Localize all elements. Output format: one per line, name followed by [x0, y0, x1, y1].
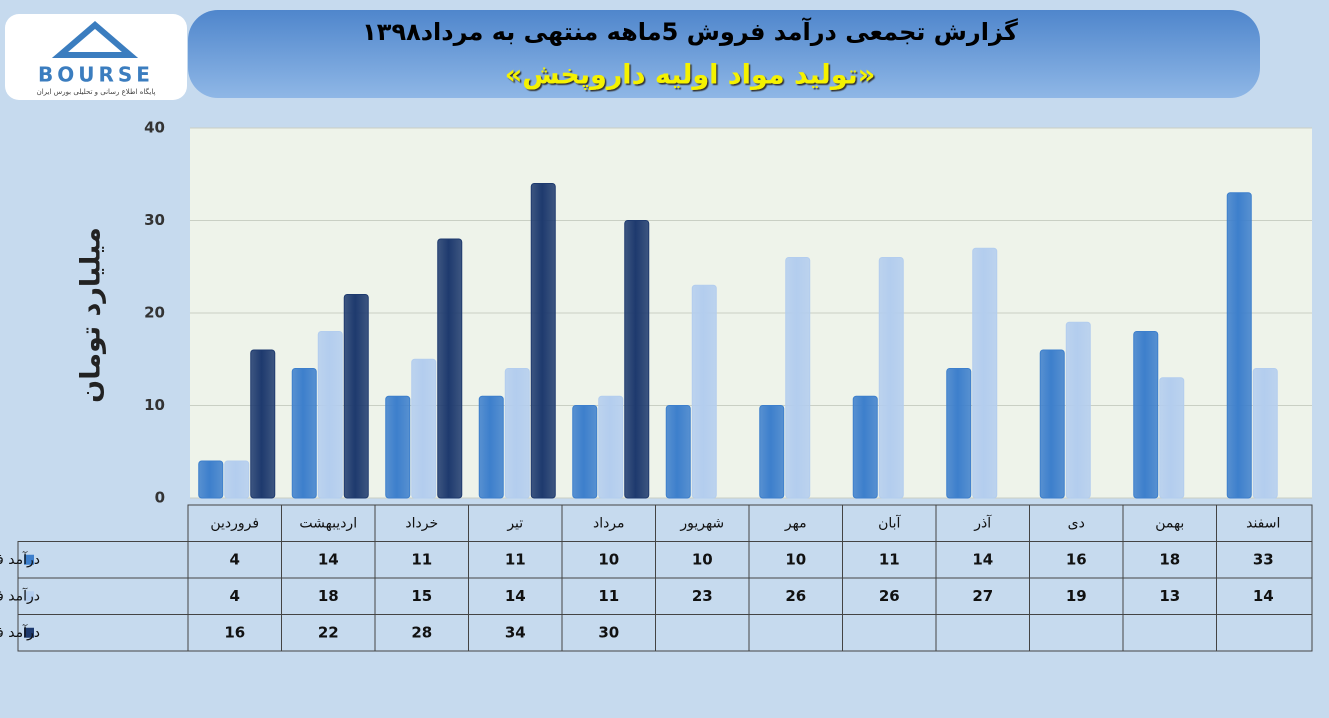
logo-tagline: پایگاه اطلاع رسانی و تحلیلی بورس ایران	[37, 87, 156, 96]
bar	[691, 284, 717, 499]
bar	[343, 294, 369, 499]
table-value: 14	[505, 587, 526, 605]
bar	[598, 395, 624, 499]
table-value: 34	[505, 623, 526, 641]
title-box	[188, 10, 1260, 98]
y-tick-label: 20	[144, 304, 165, 322]
table-value: 11	[879, 550, 900, 568]
table-value: 16	[1066, 550, 1087, 568]
table-value: 27	[972, 587, 993, 605]
bar	[624, 220, 650, 499]
table-value: 14	[318, 550, 339, 568]
bar	[759, 405, 785, 499]
bar	[665, 405, 691, 499]
bar	[572, 405, 598, 499]
bar	[1252, 368, 1278, 499]
legend-swatch	[24, 591, 34, 602]
x-tick-label: تیر	[506, 515, 523, 531]
bar	[385, 395, 411, 499]
x-tick-label: مهر	[784, 515, 807, 531]
table-value: 11	[598, 587, 619, 605]
logo-icon	[51, 21, 139, 58]
y-tick-label: 10	[144, 396, 165, 414]
table-value: 14	[1253, 587, 1274, 605]
x-tick-label: بهمن	[1155, 515, 1184, 531]
table-value: 11	[505, 550, 526, 568]
table-value: 30	[598, 623, 619, 641]
x-tick-label: شهریور	[679, 515, 724, 531]
bar	[946, 368, 972, 499]
table-value: 10	[598, 550, 619, 568]
table-value: 14	[972, 550, 993, 568]
table-value: 13	[1159, 587, 1180, 605]
table-value: 26	[879, 587, 900, 605]
bar	[504, 368, 530, 499]
x-tick-label: دی	[1068, 515, 1085, 531]
table-value: 10	[785, 550, 806, 568]
bar	[317, 331, 343, 499]
bar	[478, 395, 504, 499]
table-value: 18	[318, 587, 339, 605]
table-value: 26	[785, 587, 806, 605]
y-tick-label: 0	[155, 489, 165, 507]
x-tick-label: مرداد	[593, 515, 625, 531]
y-tick-label: 40	[144, 119, 165, 137]
bar	[1226, 192, 1252, 499]
x-tick-label: اسفند	[1246, 515, 1280, 531]
x-tick-label: اردیبهشت	[299, 515, 357, 531]
table-value: 10	[692, 550, 713, 568]
x-tick-label: فروردین	[210, 515, 259, 531]
bar	[530, 183, 556, 499]
legend-label: درآمد فروش سال۹۸	[0, 624, 40, 641]
table-row	[17, 614, 1313, 652]
bar	[1159, 377, 1185, 499]
x-tick-label: خرداد	[405, 515, 438, 531]
bar	[1133, 331, 1159, 499]
bar	[291, 368, 317, 499]
table-value: 18	[1159, 550, 1180, 568]
y-axis-label: میلیارد تومان	[76, 227, 107, 403]
bar	[250, 349, 276, 499]
bar	[878, 257, 904, 499]
table-value: 28	[411, 623, 432, 641]
table-value: 11	[411, 550, 432, 568]
bar	[1065, 321, 1091, 499]
bar	[198, 460, 224, 499]
bar	[852, 395, 878, 499]
table-value: 4	[230, 587, 240, 605]
chart-subtitle: «تولید مواد اولیه داروپخش»	[505, 60, 875, 91]
table-value: 15	[411, 587, 432, 605]
table-value: 16	[224, 623, 245, 641]
x-tick-label: آذر	[973, 514, 992, 531]
bar	[437, 238, 463, 499]
legend-swatch	[24, 627, 34, 638]
chart-title: گزارش تجمعی درآمد فروش 5ماهه منتهی به مر…	[362, 17, 1018, 46]
legend-swatch	[24, 554, 34, 565]
bar	[972, 247, 998, 499]
legend-label: درآمد فروش سال۹۷	[0, 587, 40, 604]
logo-text: BOURSE	[38, 63, 154, 87]
bar	[411, 358, 437, 499]
x-tick-label: آبان	[878, 514, 901, 531]
table-value: 22	[318, 623, 339, 641]
table-value: 33	[1253, 550, 1274, 568]
table-value: 4	[230, 550, 240, 568]
bar	[785, 257, 811, 499]
table-value: 19	[1066, 587, 1087, 605]
legend-label: درآمد فروش سال۹۶	[0, 551, 40, 568]
table-value: 23	[692, 587, 713, 605]
y-tick-label: 30	[144, 211, 165, 229]
bar	[224, 460, 250, 499]
bar	[1039, 349, 1065, 499]
